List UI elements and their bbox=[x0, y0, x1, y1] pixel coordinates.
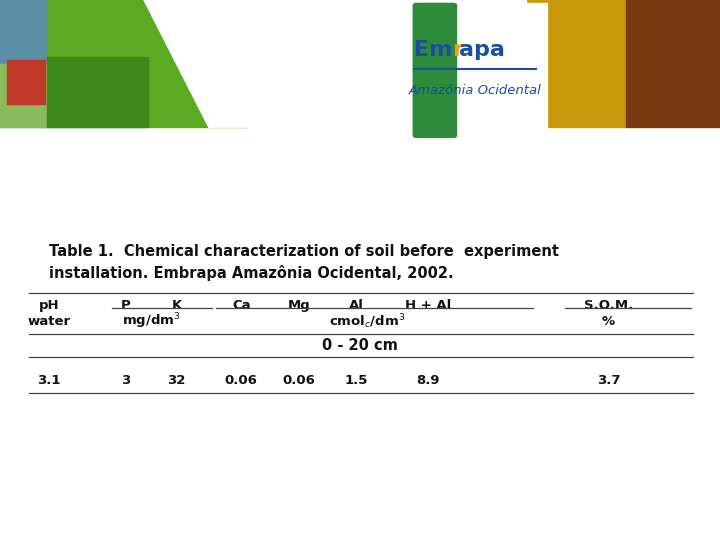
Text: K: K bbox=[171, 299, 181, 312]
Polygon shape bbox=[144, 0, 396, 127]
Text: r: r bbox=[452, 40, 463, 60]
Bar bbox=[47, 57, 148, 127]
Bar bbox=[0, 64, 47, 127]
Text: 0 - 20 cm: 0 - 20 cm bbox=[322, 338, 398, 353]
Text: water: water bbox=[27, 315, 71, 328]
Bar bbox=[626, 0, 720, 127]
Text: 3.1: 3.1 bbox=[37, 374, 60, 387]
Bar bbox=[407, 3, 547, 144]
Bar bbox=[526, 0, 626, 127]
Text: pH: pH bbox=[39, 299, 59, 312]
Text: Al: Al bbox=[349, 299, 364, 312]
Bar bbox=[0, 0, 47, 127]
Text: H + Al: H + Al bbox=[405, 299, 451, 312]
Bar bbox=[0, 0, 720, 205]
Text: S.O.M.: S.O.M. bbox=[584, 299, 633, 312]
Text: 3.7: 3.7 bbox=[597, 374, 620, 387]
Text: Em: Em bbox=[414, 40, 452, 60]
Text: mg/dm$^3$: mg/dm$^3$ bbox=[122, 312, 181, 331]
Text: Mg: Mg bbox=[287, 299, 310, 312]
Text: 1.5: 1.5 bbox=[345, 374, 368, 387]
Text: Table 1.  Chemical characterization of soil before  experiment: Table 1. Chemical characterization of so… bbox=[49, 244, 559, 259]
Bar bbox=[47, 0, 248, 127]
FancyBboxPatch shape bbox=[413, 3, 457, 138]
Text: %: % bbox=[602, 315, 615, 328]
Text: 0.06: 0.06 bbox=[225, 374, 258, 387]
Text: Ca: Ca bbox=[232, 299, 251, 312]
Text: 0.06: 0.06 bbox=[282, 374, 315, 387]
Text: 3: 3 bbox=[122, 374, 130, 387]
Bar bbox=[7, 60, 45, 104]
Text: 32: 32 bbox=[167, 374, 186, 387]
Text: apa: apa bbox=[459, 40, 505, 60]
Text: P: P bbox=[121, 299, 131, 312]
Text: installation. Embrapa Amazônia Ocidental, 2002.: installation. Embrapa Amazônia Ocidental… bbox=[49, 265, 454, 281]
Text: 8.9: 8.9 bbox=[417, 374, 440, 387]
Text: Amazônia Ocidental: Amazônia Ocidental bbox=[409, 84, 541, 97]
Bar bbox=[360, 0, 526, 127]
Text: cmol$_c$/dm$^3$: cmol$_c$/dm$^3$ bbox=[329, 312, 405, 330]
